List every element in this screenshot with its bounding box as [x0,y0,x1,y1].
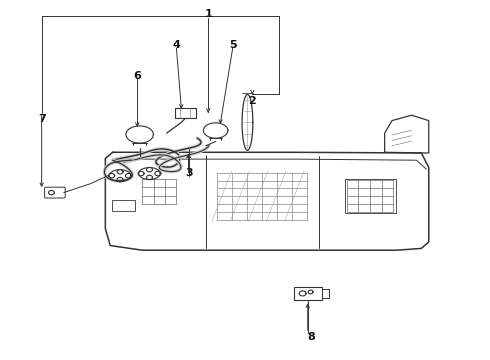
FancyBboxPatch shape [45,187,65,198]
FancyBboxPatch shape [294,287,322,300]
Text: 3: 3 [185,168,193,178]
Text: 6: 6 [133,71,141,81]
FancyBboxPatch shape [322,289,329,298]
Text: 8: 8 [307,332,315,342]
Text: 1: 1 [204,9,212,19]
FancyBboxPatch shape [175,108,196,118]
Text: 5: 5 [229,40,237,50]
Text: 7: 7 [38,114,46,124]
Text: 4: 4 [172,40,180,50]
Text: 2: 2 [248,96,256,106]
